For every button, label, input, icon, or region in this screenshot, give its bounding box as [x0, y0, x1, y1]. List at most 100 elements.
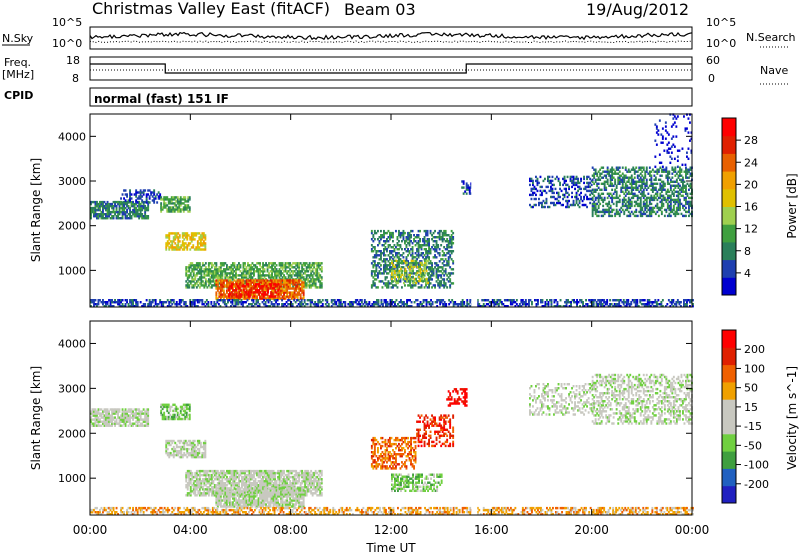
heatmap-cell — [263, 270, 266, 273]
heatmap-cell — [373, 282, 376, 285]
heatmap-cell — [280, 274, 282, 277]
heatmap-cell — [586, 185, 588, 189]
heatmap-cell — [396, 270, 399, 273]
heatmap-cell — [203, 282, 206, 285]
heatmap-cell — [304, 270, 307, 273]
heatmap-cell — [242, 287, 245, 290]
heatmap-cell — [426, 242, 429, 245]
heatmap-cell — [674, 200, 677, 204]
heatmap-cell — [419, 277, 422, 281]
heatmap-cell — [215, 266, 218, 269]
heatmap-cell — [320, 276, 323, 279]
heatmap-cell — [370, 238, 373, 241]
heatmap-cell — [298, 289, 301, 292]
heatmap-cell — [603, 186, 606, 190]
heatmap-cell — [301, 291, 304, 294]
heatmap-cell — [556, 201, 558, 205]
heatmap-cell — [420, 276, 423, 279]
heatmap-cell — [638, 210, 641, 214]
heatmap-cell — [425, 281, 428, 285]
heatmap-cell — [383, 254, 385, 257]
heatmap-cell — [219, 266, 222, 269]
heatmap-cell — [410, 277, 413, 281]
heatmap-cell — [241, 285, 244, 288]
heatmap-cell — [597, 206, 600, 210]
heatmap-cell — [250, 268, 252, 271]
heatmap-cell — [444, 240, 447, 243]
heatmap-cell — [422, 256, 424, 259]
heatmap-cell — [677, 202, 680, 206]
heatmap-cell — [263, 281, 266, 284]
heatmap-cell — [310, 280, 313, 283]
heatmap-cell — [182, 202, 185, 205]
heatmap-cell — [206, 270, 209, 273]
heatmap-cell — [109, 301, 112, 304]
heatmap-cell — [186, 248, 189, 251]
heatmap-cell — [173, 202, 176, 205]
heatmap-cell — [230, 276, 233, 279]
heatmap-cell — [174, 238, 177, 241]
heatmap-cell — [675, 200, 678, 204]
heatmap-cell — [402, 262, 405, 265]
heatmap-cell — [644, 182, 647, 186]
heatmap-cell — [126, 217, 128, 220]
heatmap-cell — [375, 252, 378, 255]
heatmap-cell — [212, 272, 215, 275]
heatmap-cell — [213, 280, 216, 283]
heatmap-cell — [685, 176, 687, 179]
heatmap-cell — [192, 286, 195, 289]
heatmap-cell — [253, 285, 256, 288]
heatmap-cell — [413, 279, 416, 283]
nsky-tick-top: 10^5 — [52, 16, 82, 29]
heatmap-cell — [660, 180, 663, 184]
heatmap-cell — [566, 205, 569, 209]
heatmap-cell — [409, 275, 411, 279]
heatmap-cell — [397, 273, 399, 277]
heatmap-cell — [432, 272, 435, 275]
heatmap-cell — [212, 274, 215, 277]
heatmap-cell — [201, 236, 204, 239]
heatmap-cell — [320, 270, 323, 273]
heatmap-cell — [257, 272, 260, 275]
heatmap-cell — [450, 240, 453, 243]
heatmap-cell — [103, 200, 106, 204]
heatmap-cell — [605, 186, 608, 190]
heatmap-cell — [413, 264, 415, 267]
heatmap-cell — [446, 262, 449, 265]
heatmap-cell — [299, 289, 302, 292]
heatmap-cell — [669, 200, 672, 204]
heatmap-cell — [123, 206, 125, 210]
heatmap-cell — [596, 210, 599, 214]
power-cells — [90, 113, 694, 308]
heatmap-cell — [311, 282, 314, 285]
heatmap-cell — [621, 176, 624, 179]
heatmap-cell — [656, 190, 659, 194]
heatmap-cell — [648, 208, 651, 212]
heatmap-cell — [401, 260, 403, 263]
heatmap-cell — [249, 295, 251, 298]
heatmap-cell — [106, 208, 109, 212]
heatmap-cell — [231, 285, 233, 288]
heatmap-cell — [90, 208, 92, 212]
heatmap-cell — [429, 262, 432, 265]
heatmap-cell — [91, 299, 94, 302]
heatmap-cell — [426, 254, 429, 257]
heatmap-cell — [165, 234, 168, 237]
heatmap-cell — [123, 202, 125, 206]
heatmap-cell — [262, 279, 264, 282]
heatmap-cell — [635, 170, 638, 173]
heatmap-cell — [686, 182, 689, 186]
heatmap-cell — [654, 178, 657, 182]
heatmap-cell — [96, 303, 98, 306]
heatmap-cell — [465, 186, 468, 189]
heatmap-cell — [407, 236, 409, 239]
heatmap-cell — [424, 271, 426, 275]
heatmap-cell — [392, 258, 394, 261]
heatmap-cell — [618, 174, 621, 177]
heatmap-cell — [307, 270, 310, 273]
heatmap-cell — [401, 273, 404, 277]
heatmap-cell — [689, 212, 692, 216]
heatmap-cell — [111, 301, 113, 304]
heatmap-cell — [97, 204, 100, 208]
heatmap-cell — [644, 184, 647, 188]
